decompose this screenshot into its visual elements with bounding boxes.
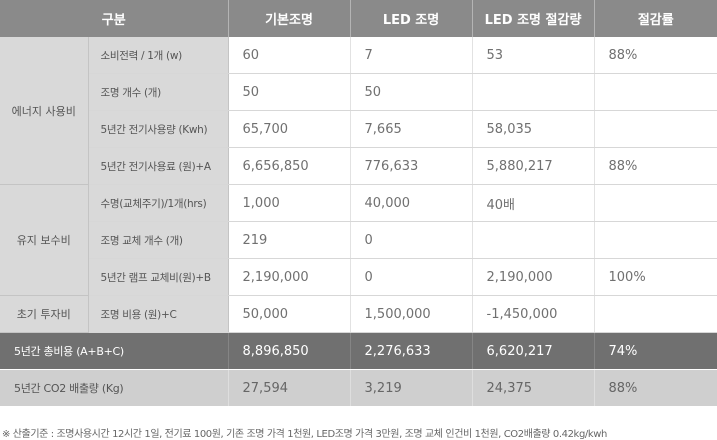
cell-basic: 2,190,000 xyxy=(228,258,351,296)
cell-rate: 100% xyxy=(594,258,717,296)
table-row: 에너지 사용비 소비전력 / 1개 (w) 60 7 53 88% xyxy=(0,37,717,185)
row-label: 5년간 전기사용량 (Kwh) xyxy=(88,110,229,148)
table-row: 조명 개수 (개) 50 50 xyxy=(0,73,717,111)
row-label: 소비전력 / 1개 (w) xyxy=(88,37,229,74)
row-label: 5년간 램프 교체비(원)+B xyxy=(88,258,229,296)
cell-basic: 60 xyxy=(228,37,351,74)
row-label: 조명 비용 (원)+C xyxy=(88,295,229,333)
table-row: 조명 교체 개수 (개) 219 0 xyxy=(0,221,717,259)
table-row: 유지 보수비 수명(교체주기)/1개(hrs) 1,000 40,000 40배 xyxy=(0,184,717,296)
cell-led: 40,000 xyxy=(350,184,473,222)
cell-led: 0 xyxy=(350,258,473,296)
cell-rate: 88% xyxy=(594,37,717,74)
table-row: 초기 투자비 조명 비용 (원)+C 50,000 1,500,000 -1,4… xyxy=(0,295,717,333)
header-saving-rate: 절감률 xyxy=(594,0,717,37)
cell-saving: 58,035 xyxy=(472,110,595,148)
table-row: 5년간 램프 교체비(원)+B 2,190,000 0 2,190,000 10… xyxy=(0,258,717,296)
cell-basic: 1,000 xyxy=(228,184,351,222)
comparison-table: 구분 기본조명 LED 조명 LED 조명 절감량 절감률 에너지 사용비 소비… xyxy=(0,0,717,406)
cell-basic: 6,656,850 xyxy=(228,147,351,185)
cell-saving: 40배 xyxy=(472,184,595,222)
co2-rate: 88% xyxy=(594,369,717,406)
cell-saving: 2,190,000 xyxy=(472,258,595,296)
co2-label: 5년간 CO2 배출량 (Kg) xyxy=(0,369,229,406)
row-label: 조명 개수 (개) xyxy=(88,73,229,111)
header-led-lighting: LED 조명 xyxy=(350,0,473,37)
total-basic: 8,896,850 xyxy=(228,332,351,370)
group-initial-investment: 초기 투자비 xyxy=(0,295,89,333)
cell-saving: -1,450,000 xyxy=(472,295,595,333)
cell-saving xyxy=(472,73,595,111)
co2-led: 3,219 xyxy=(350,369,473,406)
co2-basic: 27,594 xyxy=(228,369,351,406)
table-header: 구분 기본조명 LED 조명 LED 조명 절감량 절감률 xyxy=(0,0,717,37)
cell-led: 7 xyxy=(350,37,473,74)
header-led-saving: LED 조명 절감량 xyxy=(472,0,595,37)
cell-rate xyxy=(594,295,717,333)
cell-rate: 88% xyxy=(594,147,717,185)
cell-led: 50 xyxy=(350,73,473,111)
cell-saving: 53 xyxy=(472,37,595,74)
cell-basic: 50 xyxy=(228,73,351,111)
calculation-footnote: ※ 산출기준 : 조명사용시간 12시간 1일, 전기료 100원, 기존 조명… xyxy=(2,429,607,440)
cell-rate xyxy=(594,221,717,259)
cell-rate xyxy=(594,110,717,148)
total-saving: 6,620,217 xyxy=(472,332,595,370)
cell-led: 0 xyxy=(350,221,473,259)
row-label: 5년간 전기사용료 (원)+A xyxy=(88,147,229,185)
total-led: 2,276,633 xyxy=(350,332,473,370)
cell-saving xyxy=(472,221,595,259)
header-category: 구분 xyxy=(0,0,229,37)
row-label: 조명 교체 개수 (개) xyxy=(88,221,229,259)
cell-saving: 5,880,217 xyxy=(472,147,595,185)
cell-led: 1,500,000 xyxy=(350,295,473,333)
cell-led: 7,665 xyxy=(350,110,473,148)
row-label: 수명(교체주기)/1개(hrs) xyxy=(88,184,229,222)
co2-emission-row: 5년간 CO2 배출량 (Kg) 27,594 3,219 24,375 88% xyxy=(0,369,717,406)
table-row: 5년간 전기사용료 (원)+A 6,656,850 776,633 5,880,… xyxy=(0,147,717,185)
group-energy-cost: 에너지 사용비 xyxy=(0,37,89,185)
cell-basic: 50,000 xyxy=(228,295,351,333)
cell-rate xyxy=(594,184,717,222)
cell-basic: 65,700 xyxy=(228,110,351,148)
co2-saving: 24,375 xyxy=(472,369,595,406)
total-cost-label: 5년간 총비용 (A+B+C) xyxy=(0,332,229,370)
cell-led: 776,633 xyxy=(350,147,473,185)
total-cost-row: 5년간 총비용 (A+B+C) 8,896,850 2,276,633 6,62… xyxy=(0,332,717,370)
table-row: 5년간 전기사용량 (Kwh) 65,700 7,665 58,035 xyxy=(0,110,717,148)
group-maintenance-cost: 유지 보수비 xyxy=(0,184,89,296)
cell-rate xyxy=(594,73,717,111)
header-basic-lighting: 기본조명 xyxy=(228,0,351,37)
total-rate: 74% xyxy=(594,332,717,370)
cell-basic: 219 xyxy=(228,221,351,259)
